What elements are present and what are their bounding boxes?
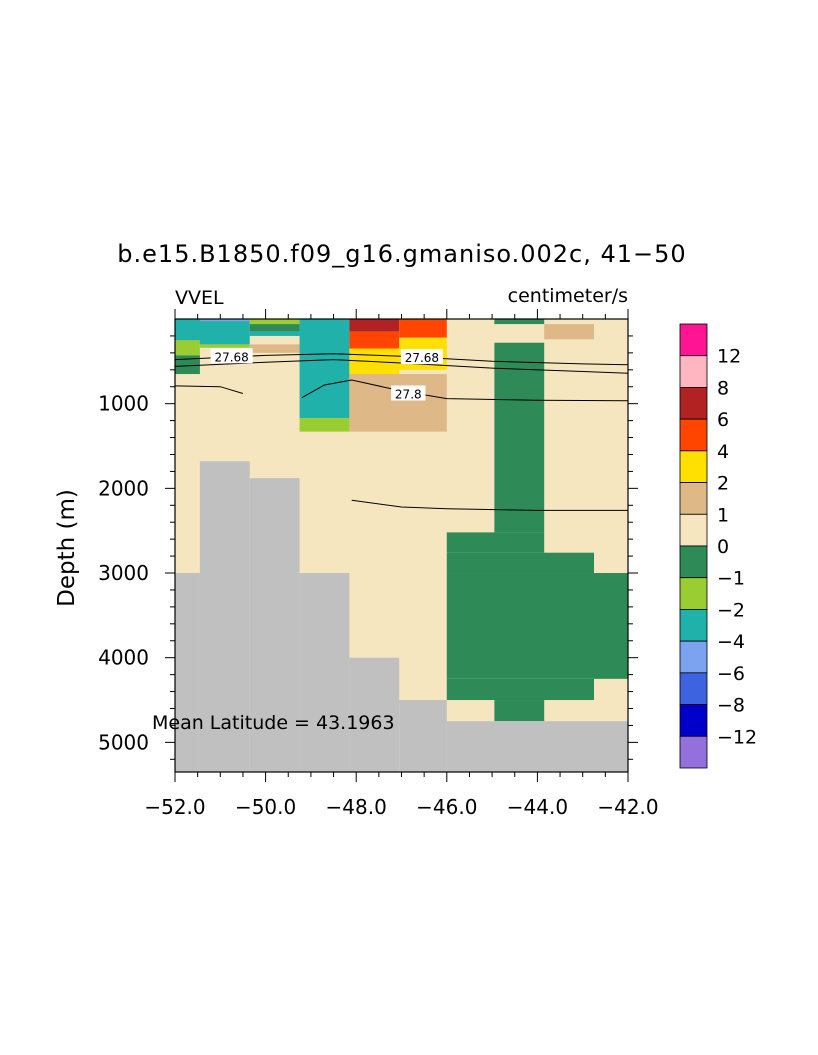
velocity-cell-9 bbox=[299, 319, 350, 419]
colorbar-label: −2 bbox=[717, 599, 745, 621]
axes: −52.0 −50.0 −48.0 −46.0 −44.0 −42.0 1000 2000 30… bbox=[98, 309, 659, 819]
land-column-6 bbox=[446, 721, 628, 772]
colorbar: 12 8 6 4 2 1 0 −1 −2 −4 −6 −8 −12 bbox=[679, 323, 757, 769]
velocity-cell-20 bbox=[446, 532, 545, 553]
velocity-cell-7 bbox=[249, 331, 300, 336]
velocity-cell-11 bbox=[349, 319, 400, 332]
velocity-cell-21 bbox=[446, 552, 595, 574]
velocity-cell-24 bbox=[494, 700, 545, 722]
velocity-cell-22 bbox=[446, 573, 628, 679]
contour-label-box-1 bbox=[400, 349, 443, 365]
velocity-cell-5 bbox=[249, 319, 300, 325]
variable-label: VVEL bbox=[175, 287, 224, 309]
contour-label-2: 27.8 bbox=[395, 388, 422, 402]
velocity-cell-10 bbox=[299, 418, 350, 432]
x-tick-label: −50.0 bbox=[235, 795, 296, 819]
y-tick-label: 2000 bbox=[98, 476, 149, 500]
colorbar-label: 0 bbox=[717, 536, 729, 558]
x-tick-label: −46.0 bbox=[416, 795, 477, 819]
velocity-cell-18 bbox=[544, 324, 595, 340]
y-tick-label: 1000 bbox=[98, 392, 149, 416]
colorbar-swatch bbox=[679, 323, 708, 357]
velocity-cell-2 bbox=[175, 340, 200, 356]
land-column-0 bbox=[175, 573, 200, 772]
velocity-cell-12 bbox=[349, 331, 400, 349]
colorbar-swatch bbox=[679, 387, 708, 420]
colorbar-swatch bbox=[679, 577, 708, 610]
land-column-3 bbox=[299, 573, 350, 772]
colorbar-swatch bbox=[679, 513, 708, 547]
land-column-2 bbox=[249, 478, 300, 772]
colorbar-swatch bbox=[679, 355, 708, 388]
x-tick-label: −42.0 bbox=[597, 795, 658, 819]
velocity-cell-4 bbox=[199, 344, 250, 348]
velocity-cell-1 bbox=[199, 319, 250, 322]
colorbar-swatch bbox=[679, 704, 708, 737]
velocity-cell-16 bbox=[349, 374, 447, 432]
contour-line-4 bbox=[351, 499, 628, 511]
colorbar-swatch bbox=[679, 640, 708, 674]
colorbar-label: 2 bbox=[717, 473, 729, 495]
x-tick-label: −44.0 bbox=[507, 795, 568, 819]
x-tick-label: −52.0 bbox=[144, 795, 205, 819]
contour-label-1: 27.68 bbox=[405, 351, 439, 365]
colorbar-swatch bbox=[679, 450, 708, 483]
contour-label-box-2 bbox=[391, 385, 426, 401]
colorbar-label: 6 bbox=[717, 409, 729, 431]
velocity-cell-23 bbox=[446, 678, 595, 701]
colorbar-swatch bbox=[679, 545, 708, 579]
colorbar-swatch bbox=[679, 672, 708, 705]
land-column-4 bbox=[349, 657, 400, 772]
colorbar-label: 4 bbox=[717, 441, 729, 463]
y-tick-label: 5000 bbox=[98, 730, 149, 754]
x-tick-label: −48.0 bbox=[326, 795, 387, 819]
land-column-5 bbox=[399, 700, 447, 772]
colorbar-label: −6 bbox=[717, 663, 745, 685]
colorbar-swatch bbox=[679, 418, 708, 452]
colorbar-label: −4 bbox=[717, 631, 745, 653]
velocity-cell-17 bbox=[494, 319, 545, 325]
velocity-cell-6 bbox=[249, 324, 300, 332]
land-column-1 bbox=[199, 461, 250, 772]
chart-title: b.e15.B1850.f09_g16.gmaniso.002c, 41−50 bbox=[117, 240, 686, 268]
mean-latitude-annotation: Mean Latitude = 43.1963 bbox=[152, 712, 395, 734]
colorbar-swatch bbox=[679, 735, 708, 769]
velocity-cell-3 bbox=[175, 355, 200, 375]
velocity-cell-14 bbox=[399, 319, 447, 338]
y-tick-label: 3000 bbox=[98, 561, 149, 585]
colorbar-label: 8 bbox=[717, 377, 729, 399]
colorbar-label: 12 bbox=[717, 346, 741, 368]
velocity-cell-8 bbox=[249, 344, 300, 353]
y-tick-label: 4000 bbox=[98, 646, 149, 670]
colorbar-label: −8 bbox=[717, 695, 745, 717]
density-contours: 27.68 27.68 27.8 bbox=[174, 348, 629, 511]
contour-line-2 bbox=[174, 385, 244, 394]
colorbar-label: −1 bbox=[717, 568, 745, 590]
colorbar-label: −12 bbox=[717, 726, 757, 748]
colorbar-swatch bbox=[679, 609, 708, 642]
contour-label-0: 27.68 bbox=[214, 350, 248, 364]
velocity-cell-19 bbox=[494, 342, 545, 533]
colorbar-label: 1 bbox=[717, 504, 729, 526]
units-label: centimeter/s bbox=[508, 285, 628, 307]
y-axis-title: Depth (m) bbox=[54, 489, 80, 607]
contour-label-box-0 bbox=[210, 348, 253, 364]
colorbar-swatch bbox=[679, 482, 708, 515]
